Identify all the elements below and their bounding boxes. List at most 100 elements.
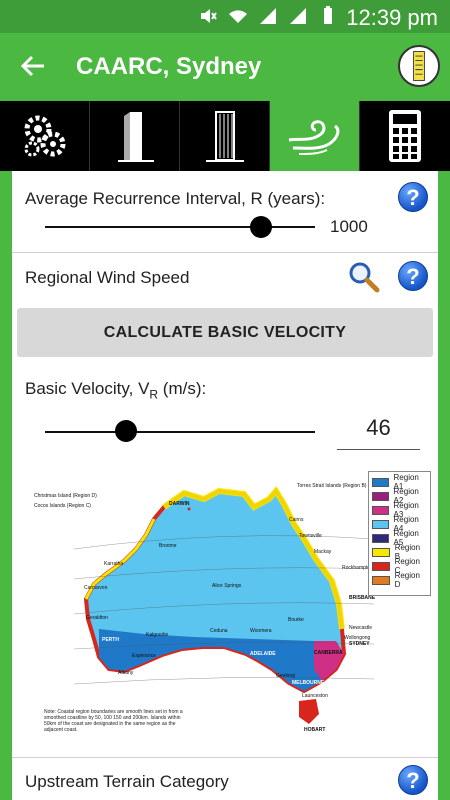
upstream-help-icon[interactable]: ? [398, 765, 428, 795]
map-city-melbourne: MELBOURNE [292, 680, 325, 686]
tab-tower[interactable] [90, 101, 180, 171]
map-city-mackay: Mackay [314, 549, 332, 555]
legend-label: Region C [394, 557, 420, 575]
status-icons [198, 6, 338, 26]
ari-value: 1000 [330, 217, 368, 236]
legend-label: Region A3 [393, 501, 419, 519]
legend-item: Region A4 [372, 515, 427, 533]
map-city-rockhampton: Rockhampton [342, 565, 373, 571]
map-note-christmas: Christmas Island (Region D) [34, 493, 97, 499]
map-city-brisbane: BRISBANE [349, 595, 376, 601]
map-city-darwin: DARWIN [169, 501, 190, 507]
app-bar: CAARC, Sydney [0, 33, 450, 101]
legend-item: Region A1 [372, 473, 427, 491]
legend-label: Region D [394, 571, 420, 589]
battery-icon [324, 6, 332, 24]
map-city-launceston: Launceston [302, 693, 328, 699]
velocity-slider-thumb[interactable] [115, 420, 137, 442]
legend-swatch [372, 519, 389, 529]
signal-icon-2 [290, 8, 306, 24]
legend-swatch [372, 561, 390, 571]
legend-item: Region D [372, 571, 427, 589]
map-city-bourke: Bourke [288, 617, 304, 623]
legend-label: Region B [394, 543, 421, 561]
regional-wind-map: DARWIN Torres Strait Islands (Region B) … [34, 483, 376, 733]
map-city-hobart: HOBART [304, 727, 325, 733]
status-time: 12:39 pm [346, 5, 438, 30]
divider [12, 252, 438, 253]
tab-settings[interactable] [0, 101, 90, 171]
map-city-perth: PERTH [102, 637, 119, 643]
map-city-karratha: Karratha [104, 561, 123, 567]
content-panel: Average Recurrence Interval, R (years): … [12, 171, 438, 800]
gears-icon [24, 115, 65, 157]
mute-icon [201, 9, 217, 23]
legend-label: Region A5 [393, 529, 419, 547]
map-tasmania [299, 699, 319, 724]
divider [12, 757, 438, 758]
legend-swatch [372, 547, 390, 557]
calculate-basic-velocity-button[interactable]: CALCULATE BASIC VELOCITY [17, 308, 433, 357]
map-city-kalgoorlie: Kalgoorlie [146, 632, 168, 638]
basic-velocity-label-main: Basic Velocity, V [25, 379, 150, 398]
tab-building[interactable] [180, 101, 270, 171]
map-city-esperance: Esperance [132, 653, 156, 659]
ari-slider-thumb[interactable] [250, 216, 272, 238]
ari-label: Average Recurrence Interval, R (years): [25, 189, 326, 208]
calculator-icon [389, 110, 421, 162]
legend-swatch [372, 575, 390, 585]
magnifier-icon[interactable] [347, 260, 381, 294]
legend-item: Region A3 [372, 501, 427, 519]
map-note-torres: Torres Strait Islands (Region B) [297, 483, 367, 489]
map-city-wollongong: Wollongong [344, 635, 371, 641]
basic-velocity-field[interactable]: 46 [337, 415, 420, 450]
wifi-icon [229, 10, 247, 23]
legend-swatch [372, 477, 389, 487]
legend-label: Region A1 [393, 473, 419, 491]
map-city-geelong: Geelong [276, 673, 295, 679]
basic-velocity-label-unit: (m/s): [158, 379, 207, 398]
tab-wind[interactable] [270, 101, 360, 171]
legend-item: Region A2 [372, 487, 427, 505]
map-city-cairns: Cairns [289, 517, 304, 523]
page-title: CAARC, Sydney [76, 53, 262, 80]
legend-label: Region A4 [393, 515, 419, 533]
legend-swatch [372, 533, 389, 543]
ari-slider[interactable] [45, 226, 315, 228]
map-legend: Region A1 Region A2 Region A3 Region A4 … [368, 471, 431, 596]
map-city-newcastle: Newcastle [349, 625, 372, 631]
tab-calculator[interactable] [360, 101, 450, 171]
map-city-ceduna: Ceduna [210, 628, 228, 634]
map-note-cocos: Cocos Islands (Region C) [34, 503, 91, 509]
map-city-sydney: SYDNEY [349, 641, 370, 647]
map-city-townsville: Townsville [299, 533, 322, 539]
map-city-carnarvon: Carnarvon [84, 585, 108, 591]
upstream-terrain-label: Upstream Terrain Category [25, 772, 229, 791]
legend-label: Region A2 [393, 487, 419, 505]
basic-velocity-label: Basic Velocity, VR (m/s): [25, 379, 206, 401]
legend-swatch [372, 491, 389, 501]
status-bar: 12:39 pm [0, 0, 450, 33]
map-region-a2 [314, 641, 344, 681]
velocity-slider[interactable] [45, 431, 315, 433]
map-city-alice-springs: Alice Springs [212, 583, 242, 589]
wind-icon [288, 120, 339, 155]
regional-wind-label: Regional Wind Speed [25, 268, 190, 287]
map-city-woomera: Woomera [250, 628, 272, 634]
legend-item: Region C [372, 557, 427, 575]
back-arrow-icon[interactable] [18, 51, 48, 81]
building-icon [205, 111, 244, 162]
basic-velocity-label-sub: R [149, 387, 159, 402]
legend-item: Region A5 [372, 529, 427, 547]
tab-bar [0, 101, 450, 171]
map-note: Note: Coastal region boundaries are smoo… [44, 709, 183, 733]
app-logo-icon[interactable] [398, 45, 440, 87]
signal-icon [260, 8, 276, 24]
tower-icon [117, 112, 154, 162]
ari-help-icon[interactable]: ? [398, 182, 428, 212]
map-city-adelaide: ADELAIDE [250, 651, 276, 657]
regional-help-icon[interactable]: ? [398, 261, 428, 291]
map-city-geraldton: Geraldton [86, 615, 108, 621]
map-city-albany: Albany [118, 670, 134, 676]
map-city-canberra: CANBERRA [314, 650, 343, 656]
